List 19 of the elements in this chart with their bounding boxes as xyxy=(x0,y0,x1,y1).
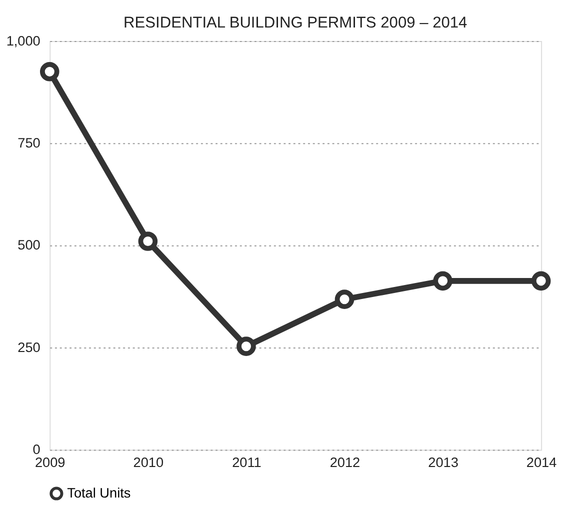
point xyxy=(531,271,551,291)
x-tick-label: 2012 xyxy=(330,454,360,470)
legend-label: Total Units xyxy=(67,485,131,500)
y-tick-label: 1,000 xyxy=(6,33,41,48)
y-tick-label: 0 xyxy=(32,442,41,458)
point xyxy=(40,62,60,82)
x-tick-label: 2014 xyxy=(526,454,558,470)
point xyxy=(138,232,158,251)
point xyxy=(236,336,256,356)
chart-title: RESIDENTIAL BUILDING PERMITS 2009 – 2014 xyxy=(124,14,468,32)
point xyxy=(334,290,354,309)
x-tick-label: 2011 xyxy=(232,454,262,470)
y-tick-label: 250 xyxy=(18,340,41,355)
y-tick-label: 750 xyxy=(18,136,41,151)
y-tick-label: 500 xyxy=(18,238,41,253)
x-tick-label: 2010 xyxy=(133,454,164,470)
point xyxy=(433,271,452,291)
x-tick-label: 2013 xyxy=(428,454,458,470)
x-tick-label: 2009 xyxy=(34,454,66,470)
